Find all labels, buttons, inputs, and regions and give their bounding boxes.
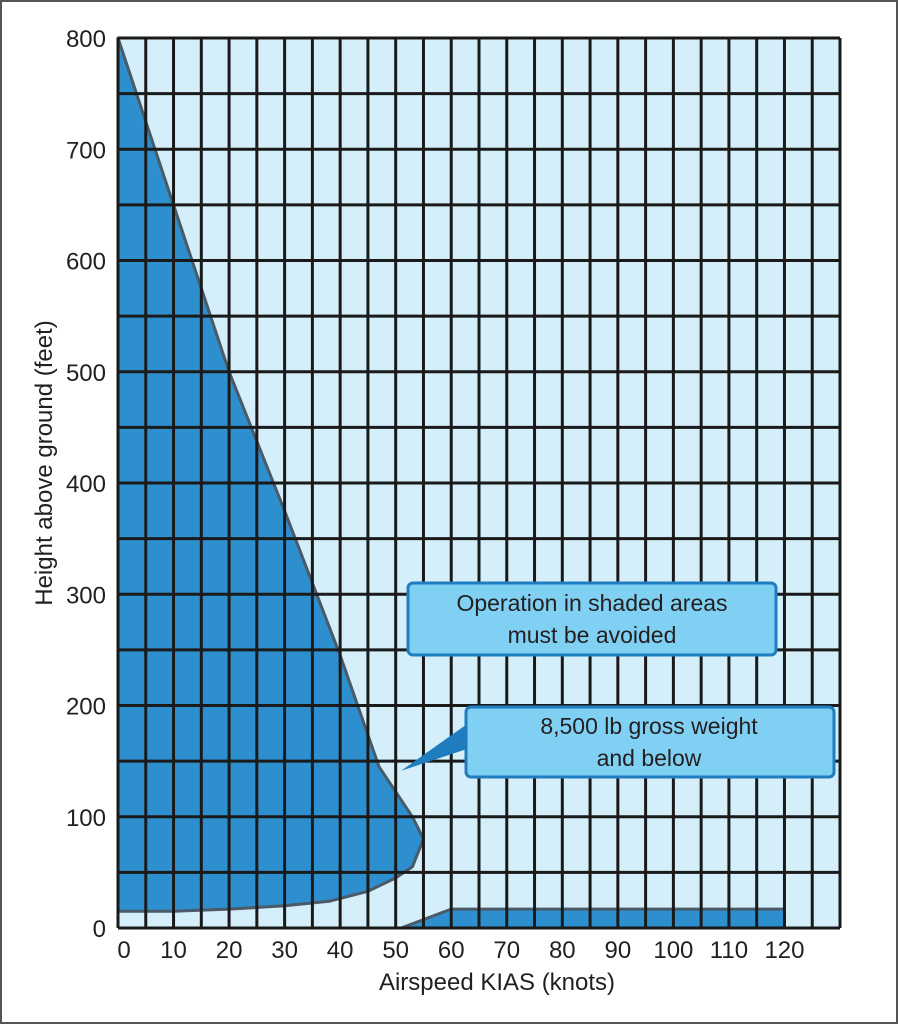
callout-box — [406, 581, 778, 657]
x-tick-label: 10 — [160, 937, 187, 964]
y-tick-label: 700 — [66, 137, 106, 164]
x-tick-label: 50 — [382, 937, 409, 964]
avoid-area-low-speed — [116, 36, 425, 913]
callout-box — [464, 705, 836, 779]
callout-line: must be avoided — [508, 622, 677, 648]
x-tick-label: 100 — [653, 937, 693, 964]
callout-avoid-shaded: Operation in shaded areas must be avoide… — [406, 581, 778, 657]
callout-line: Operation in shaded areas — [456, 590, 727, 616]
y-tick-label: 400 — [66, 471, 106, 498]
x-tick-label: 20 — [216, 937, 243, 964]
x-axis-label: Airspeed KIAS (knots) — [379, 969, 615, 996]
y-tick-label: 100 — [66, 805, 106, 832]
callout-pointer — [401, 722, 470, 771]
x-tick-label: 70 — [493, 937, 520, 964]
callout-line: 8,500 lb gross weight — [540, 713, 758, 739]
x-tick-label: 40 — [327, 937, 354, 964]
x-tick-label: 0 — [117, 937, 130, 964]
y-tick-label: 600 — [66, 249, 106, 276]
x-tick-label: 30 — [271, 937, 298, 964]
y-axis-label: Height above ground (feet) — [31, 320, 58, 606]
y-tick-labels: 0 100 200 300 400 500 600 700 800 — [66, 26, 106, 943]
x-tick-label: 60 — [438, 937, 465, 964]
y-tick-label: 200 — [66, 694, 106, 721]
callout-gross-weight: 8,500 lb gross weight and below — [401, 705, 836, 779]
avoid-area-high-speed — [399, 907, 786, 930]
x-tick-labels: 0 10 20 30 40 50 60 70 80 90 100 110 120 — [117, 937, 804, 964]
x-tick-label: 120 — [764, 937, 804, 964]
y-tick-label: 0 — [93, 916, 106, 943]
grid-lines — [116, 36, 842, 930]
x-tick-label: 90 — [604, 937, 631, 964]
y-tick-label: 800 — [66, 26, 106, 53]
y-tick-label: 300 — [66, 582, 106, 609]
callout-line: and below — [597, 745, 702, 771]
x-tick-label: 110 — [710, 937, 748, 964]
x-tick-label: 80 — [549, 937, 576, 964]
y-tick-label: 500 — [66, 360, 106, 387]
